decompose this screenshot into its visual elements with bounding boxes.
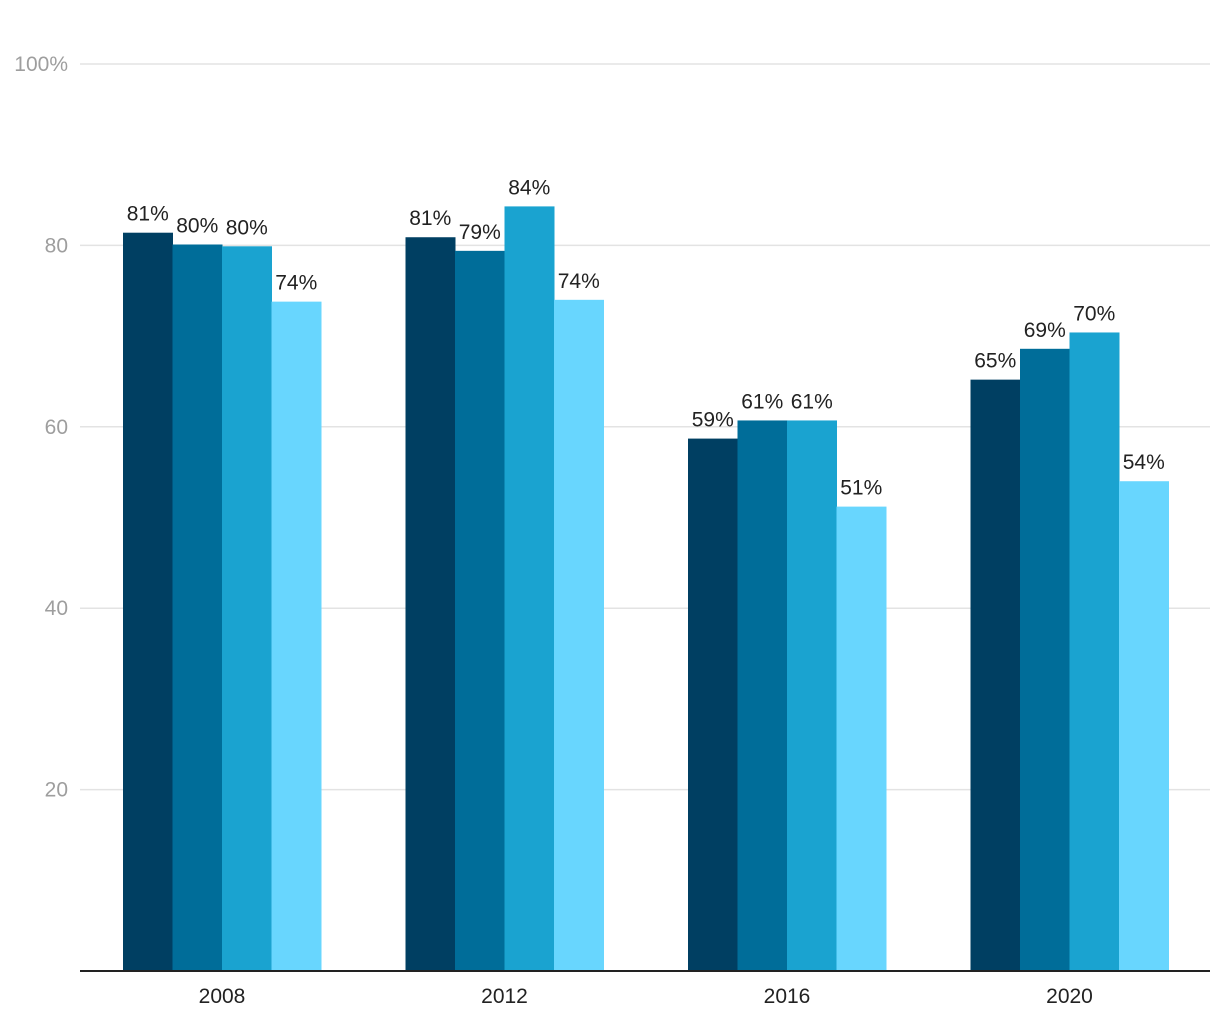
data-label: 59%: [692, 409, 734, 432]
x-tick-label: 2008: [199, 985, 246, 1008]
bar: [504, 206, 555, 972]
y-tick-label: 100%: [14, 53, 68, 76]
data-label: 54%: [1123, 451, 1165, 474]
data-label: 81%: [409, 207, 451, 230]
data-label: 84%: [508, 176, 550, 199]
bar: [836, 506, 887, 971]
bar: [787, 420, 837, 971]
bar: [455, 250, 505, 972]
bar: [123, 232, 173, 971]
bar: [222, 246, 272, 971]
data-label: 74%: [275, 272, 317, 295]
data-label: 70%: [1073, 302, 1115, 325]
axes: 20 40 60 80 100% 2008 2012 2016 2020: [14, 53, 1210, 1008]
data-label: 79%: [459, 221, 501, 244]
bar: [271, 301, 322, 971]
data-label: 61%: [791, 390, 833, 413]
bar: [1020, 348, 1070, 972]
y-tick-label: 60: [45, 416, 68, 439]
data-label: 51%: [840, 477, 882, 500]
bars: [123, 206, 1169, 972]
bar: [1069, 332, 1120, 971]
data-label: 81%: [127, 203, 169, 226]
bar: [970, 379, 1021, 971]
bar: [172, 244, 223, 972]
y-tick-label: 80: [45, 234, 68, 257]
x-tick-label: 2012: [481, 985, 528, 1008]
data-label: 74%: [558, 270, 600, 293]
data-label: 80%: [176, 214, 218, 237]
data-label: 69%: [1024, 319, 1066, 342]
data-label: 80%: [226, 216, 268, 239]
x-tick-label: 2016: [764, 985, 811, 1008]
y-tick-label: 20: [45, 779, 68, 802]
data-labels: 81% 80% 80% 74% 81% 79% 84% 74% 59% 61% 61% 51% 65% 6…: [127, 176, 1165, 499]
bar: [1119, 481, 1169, 971]
y-tick-label: 40: [45, 597, 68, 620]
bar: [405, 237, 456, 971]
x-tick-label: 2020: [1046, 985, 1093, 1008]
bar: [554, 299, 604, 971]
data-label: 65%: [974, 350, 1016, 373]
bar: [737, 420, 788, 971]
bar: [688, 438, 738, 971]
data-label: 61%: [741, 390, 783, 413]
